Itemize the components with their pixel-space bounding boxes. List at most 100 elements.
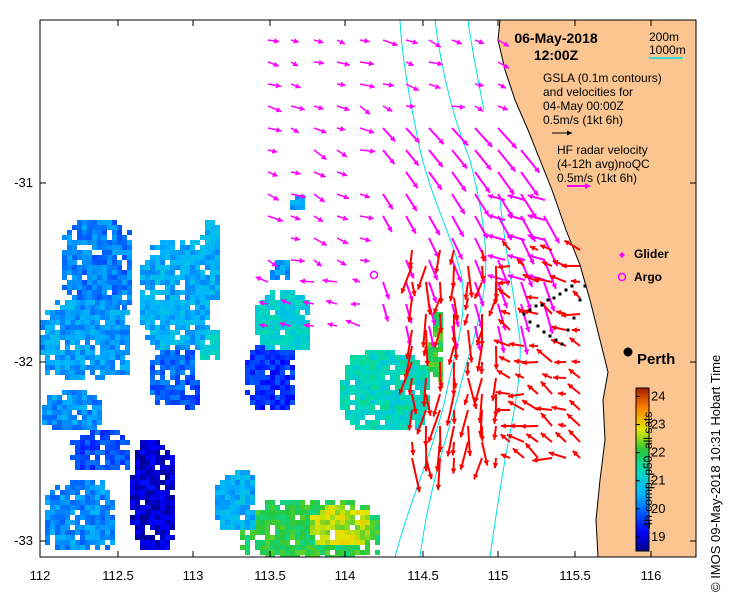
sst-cell	[185, 295, 190, 300]
sst-cell	[100, 365, 105, 370]
sst-cell	[190, 310, 195, 315]
sst-cell	[305, 540, 310, 545]
sst-cell	[385, 350, 390, 355]
sst-cell	[145, 300, 150, 305]
sst-cell	[185, 350, 190, 355]
sst-cell	[190, 335, 195, 340]
sst-cell	[107, 275, 112, 280]
sst-cell	[275, 325, 280, 330]
sst-cell	[390, 350, 395, 355]
sst-cell	[107, 245, 112, 250]
sst-cell	[155, 370, 160, 375]
glider-legend-icon	[619, 252, 625, 258]
sst-cell	[190, 370, 195, 375]
sst-cell	[420, 365, 425, 370]
sst-cell	[150, 275, 155, 280]
sst-cell	[180, 390, 185, 395]
sst-cell	[170, 470, 175, 475]
sst-cell	[65, 360, 70, 365]
sst-cell	[370, 530, 375, 535]
sst-cell	[290, 335, 295, 340]
sst-cell	[42, 410, 47, 415]
sst-cell	[438, 337, 443, 342]
colorbar-cell	[636, 392, 649, 394]
hf-arrow	[479, 313, 485, 346]
sst-cell	[380, 365, 385, 370]
sst-cell	[325, 540, 330, 545]
sst-cell	[360, 360, 365, 365]
colorbar-cell	[636, 525, 649, 527]
sst-cell	[50, 360, 55, 365]
gsla-arrow	[267, 82, 282, 89]
sst-cell	[200, 340, 205, 345]
sst-cell	[50, 335, 55, 340]
sst-cell	[115, 320, 120, 325]
colorbar-cell	[636, 535, 649, 537]
sst-cell	[185, 330, 190, 335]
sst-cell	[55, 535, 60, 540]
sst-cell	[165, 480, 170, 485]
sst-cell	[55, 500, 60, 505]
sst-cell	[117, 250, 122, 255]
sst-cell	[250, 370, 255, 375]
sst-cell	[215, 500, 220, 505]
sst-cell	[175, 290, 180, 295]
hf-arrow	[506, 433, 525, 443]
sst-cell	[110, 330, 115, 335]
sst-cell	[150, 245, 155, 250]
sst-cell	[415, 380, 420, 385]
sst-cell	[65, 500, 70, 505]
sst-cell	[155, 515, 160, 520]
sst-cell	[270, 500, 275, 505]
sst-cell	[215, 230, 220, 235]
sst-cell	[360, 400, 365, 405]
sst-cell	[170, 310, 175, 315]
sst-cell	[270, 405, 275, 410]
sst-cell	[290, 525, 295, 530]
sst-cell	[105, 350, 110, 355]
sst-cell	[325, 515, 330, 520]
sst-cell	[360, 415, 365, 420]
sst-cell	[380, 360, 385, 365]
colorbar-cell	[636, 503, 649, 505]
sst-cell	[330, 540, 335, 545]
sst-cell	[140, 490, 145, 495]
sst-cell	[215, 290, 220, 295]
sst-cell	[380, 415, 385, 420]
sst-cell	[160, 335, 165, 340]
colorbar-cell	[636, 516, 649, 518]
sst-cell	[345, 515, 350, 520]
gsla-arrow	[497, 105, 509, 111]
hf-arrow	[525, 433, 539, 443]
sst-cell	[120, 350, 125, 355]
sst-cell	[135, 500, 140, 505]
sst-cell	[87, 235, 92, 240]
sst-cell	[280, 375, 285, 380]
sst-cell	[77, 420, 82, 425]
sst-cell	[190, 315, 195, 320]
sst-cell	[225, 510, 230, 515]
sst-cell	[265, 545, 270, 550]
sst-cell	[175, 390, 180, 395]
sst-cell	[395, 380, 400, 385]
sst-cell	[90, 355, 95, 360]
sst-cell	[300, 315, 305, 320]
sst-cell	[285, 510, 290, 515]
sst-cell	[95, 485, 100, 490]
sst-cell	[115, 310, 120, 315]
sst-cell	[127, 245, 132, 250]
colorbar-cell	[636, 427, 649, 429]
sst-cell	[335, 545, 340, 550]
sst-cell	[165, 510, 170, 515]
sst-cell	[45, 365, 50, 370]
sst-cell	[190, 245, 195, 250]
sst-cell	[350, 385, 355, 390]
sst-cell	[195, 295, 200, 300]
sst-cell	[250, 485, 255, 490]
sst-cell	[165, 400, 170, 405]
sst-cell	[112, 270, 117, 275]
sst-cell	[215, 275, 220, 280]
sst-cell	[52, 420, 57, 425]
sst-cell	[105, 340, 110, 345]
sst-cell	[235, 495, 240, 500]
